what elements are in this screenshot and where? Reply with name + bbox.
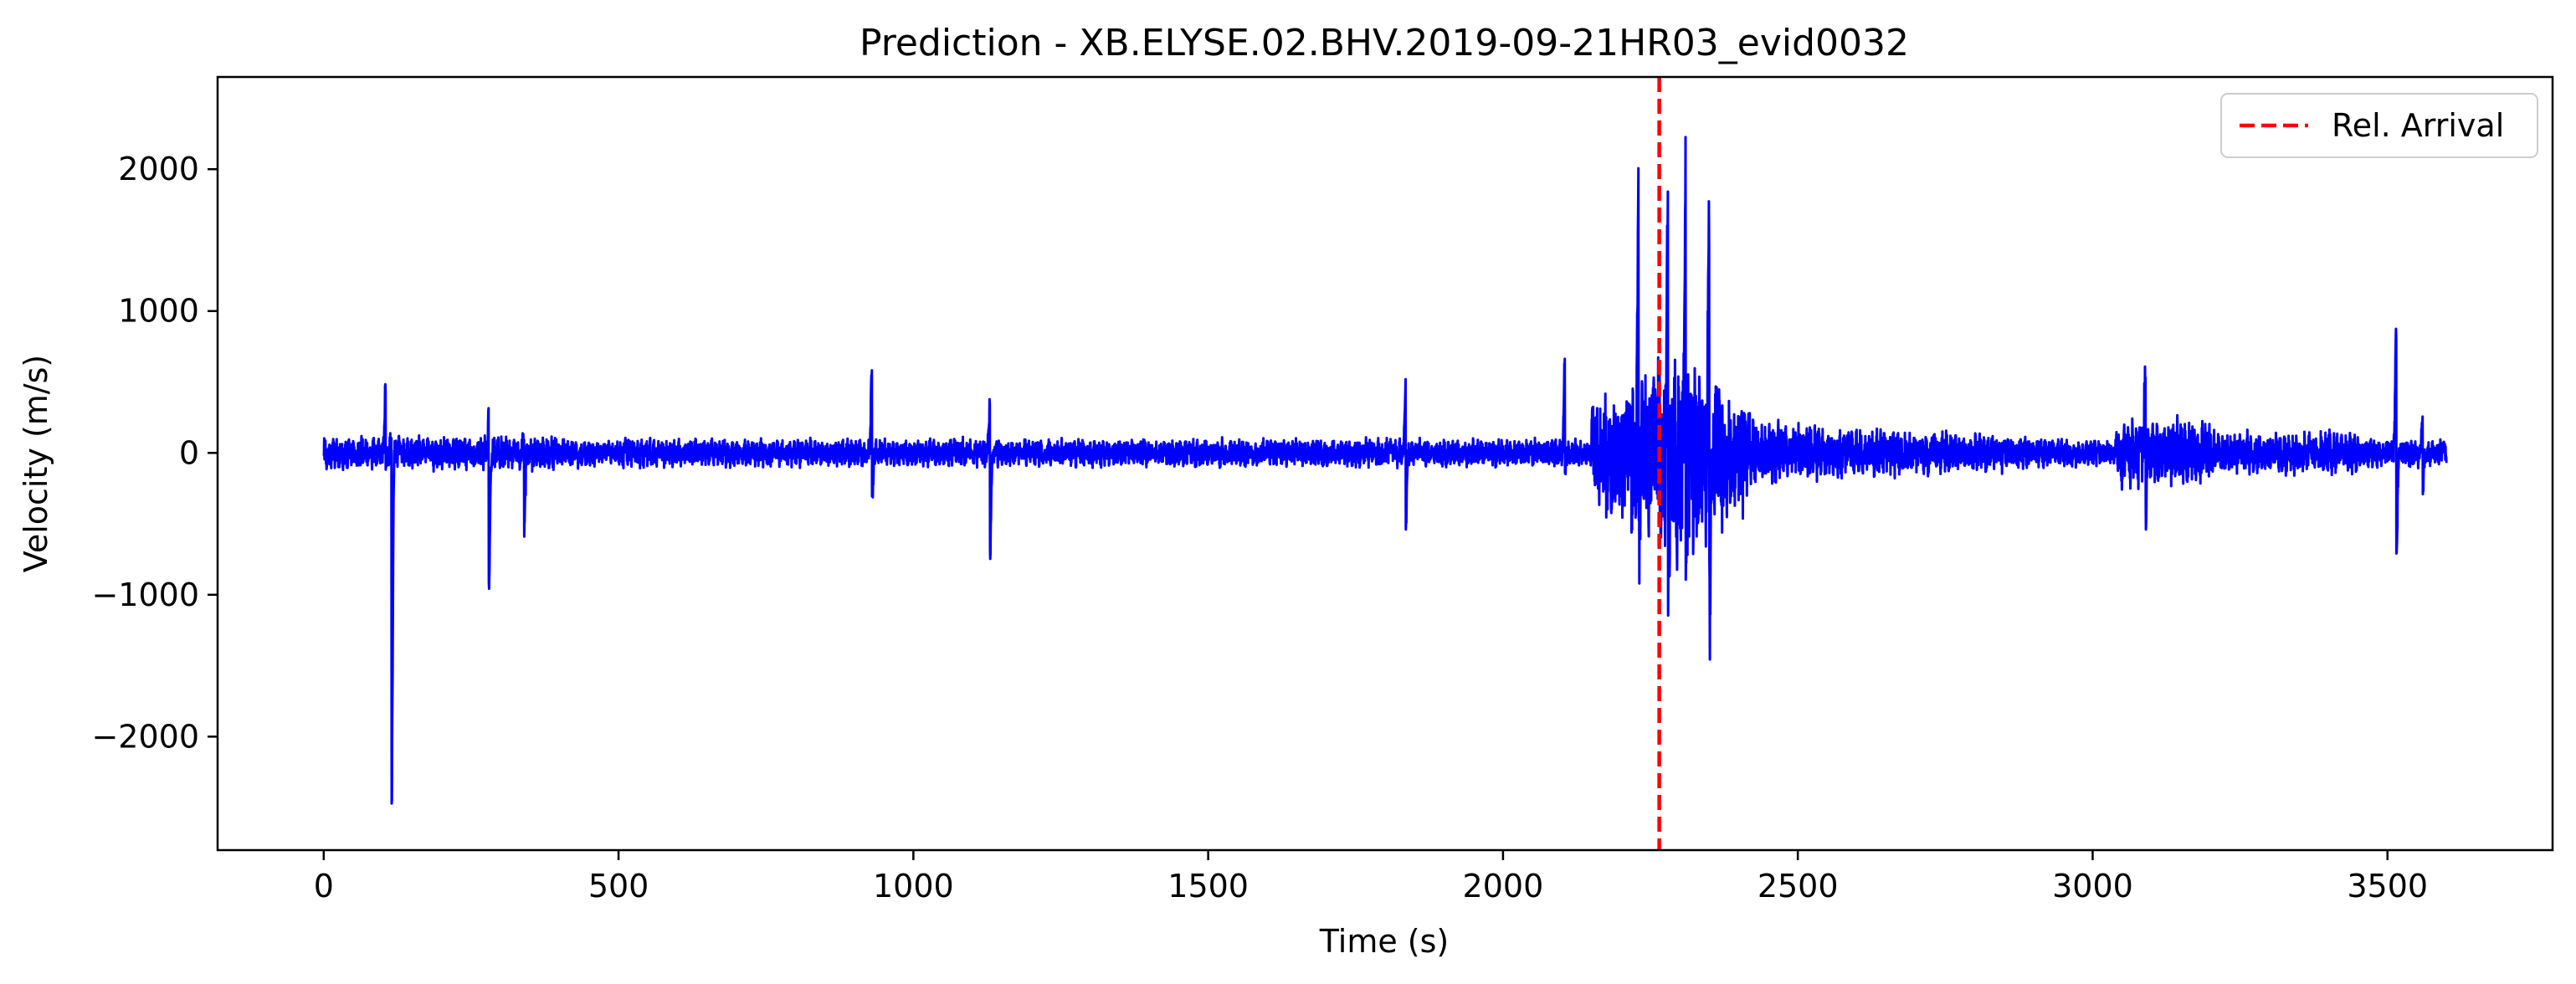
y-tick-label: 1000 bbox=[118, 293, 199, 330]
y-axis-label: Velocity (m/s) bbox=[18, 355, 54, 572]
x-tick-label: 1500 bbox=[1167, 868, 1249, 905]
y-axis: −2000 −1000 0 1000 2000 bbox=[91, 151, 218, 755]
x-tick-label: 1000 bbox=[873, 868, 954, 905]
y-tick-label: −2000 bbox=[91, 718, 199, 755]
plot-frame bbox=[216, 75, 2554, 852]
y-tick-label: −1000 bbox=[91, 577, 199, 613]
x-tick-label: 0 bbox=[314, 868, 334, 905]
x-tick-label: 3500 bbox=[2347, 868, 2428, 905]
legend-box bbox=[2220, 93, 2538, 158]
x-axis-label: Time (s) bbox=[1319, 923, 1450, 960]
legend: Rel. Arrival bbox=[2220, 93, 2538, 158]
x-axis: 0 500 1000 1500 2000 2500 3000 3500 bbox=[314, 850, 2428, 905]
series-line-velocity bbox=[322, 136, 2448, 805]
x-tick-label: 500 bbox=[588, 868, 649, 905]
chart-title: Prediction - XB.ELYSE.02.BHV.2019-09-21H… bbox=[860, 22, 1909, 64]
x-tick-label: 3000 bbox=[2052, 868, 2133, 905]
series-layer bbox=[322, 136, 2448, 805]
x-tick-label: 2000 bbox=[1463, 868, 1544, 905]
y-tick-label: 0 bbox=[179, 434, 199, 471]
x-tick-label: 2500 bbox=[1758, 868, 1839, 905]
y-tick-label: 2000 bbox=[118, 151, 199, 187]
legend-label-rel-arrival: Rel. Arrival bbox=[2332, 107, 2504, 144]
